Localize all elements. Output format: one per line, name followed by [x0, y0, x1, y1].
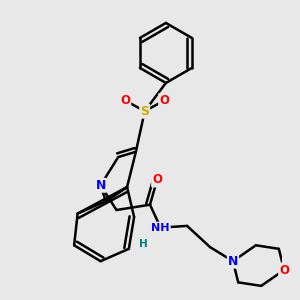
Text: O: O — [152, 173, 162, 187]
Text: NH: NH — [151, 223, 170, 232]
Text: N: N — [228, 255, 238, 268]
Text: O: O — [159, 94, 169, 107]
Text: O: O — [120, 94, 130, 107]
Text: O: O — [279, 263, 289, 277]
Text: S: S — [140, 105, 149, 118]
Text: N: N — [95, 179, 106, 192]
Text: H: H — [139, 238, 147, 248]
